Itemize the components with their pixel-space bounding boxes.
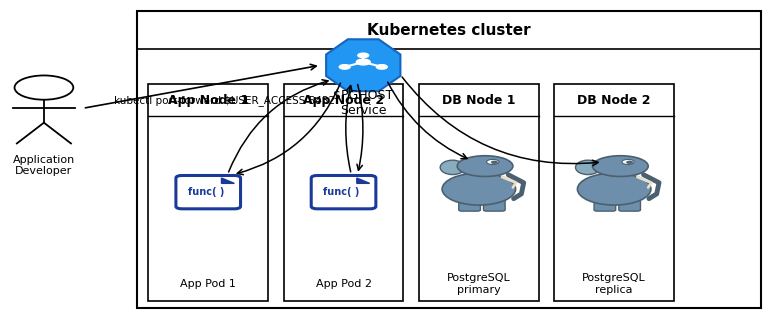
FancyBboxPatch shape	[618, 196, 640, 211]
Circle shape	[487, 159, 499, 165]
FancyBboxPatch shape	[459, 196, 480, 211]
FancyBboxPatch shape	[554, 84, 674, 301]
FancyBboxPatch shape	[283, 84, 404, 301]
Circle shape	[622, 159, 634, 165]
Text: App Node 2: App Node 2	[303, 94, 384, 107]
FancyBboxPatch shape	[176, 175, 241, 209]
Circle shape	[376, 65, 387, 69]
Text: App Pod 2: App Pod 2	[316, 279, 372, 289]
Polygon shape	[326, 39, 400, 91]
Ellipse shape	[457, 156, 513, 176]
FancyBboxPatch shape	[148, 84, 268, 301]
Circle shape	[358, 53, 369, 58]
FancyBboxPatch shape	[594, 196, 615, 211]
Ellipse shape	[440, 160, 465, 175]
Text: Application
Developer: Application Developer	[12, 155, 75, 176]
Text: kubectl port-forward $USER_ACCESS 5432: kubectl port-forward $USER_ACCESS 5432	[113, 95, 334, 106]
Polygon shape	[357, 178, 369, 183]
Text: func( ): func( )	[188, 187, 224, 197]
Text: App Pod 1: App Pod 1	[180, 279, 236, 289]
Circle shape	[339, 65, 350, 69]
Text: Kubernetes cluster: Kubernetes cluster	[367, 23, 531, 38]
FancyBboxPatch shape	[419, 84, 539, 301]
Circle shape	[491, 161, 497, 164]
Circle shape	[626, 161, 632, 164]
Text: DB Node 1: DB Node 1	[442, 94, 515, 107]
FancyBboxPatch shape	[137, 11, 761, 308]
Text: func( ): func( )	[324, 187, 360, 197]
Text: App Node 1: App Node 1	[168, 94, 249, 107]
Text: PostgreSQL
primary: PostgreSQL primary	[447, 273, 511, 295]
Ellipse shape	[593, 156, 648, 176]
Ellipse shape	[442, 173, 515, 205]
FancyBboxPatch shape	[483, 196, 505, 211]
Ellipse shape	[577, 173, 651, 205]
Text: PostgreSQL
replica: PostgreSQL replica	[582, 273, 646, 295]
Polygon shape	[221, 178, 234, 183]
Ellipse shape	[576, 160, 601, 175]
FancyBboxPatch shape	[311, 175, 376, 209]
Text: DB Node 2: DB Node 2	[577, 94, 651, 107]
Circle shape	[356, 59, 370, 65]
Text: $PGHOST
Service: $PGHOST Service	[333, 89, 393, 117]
